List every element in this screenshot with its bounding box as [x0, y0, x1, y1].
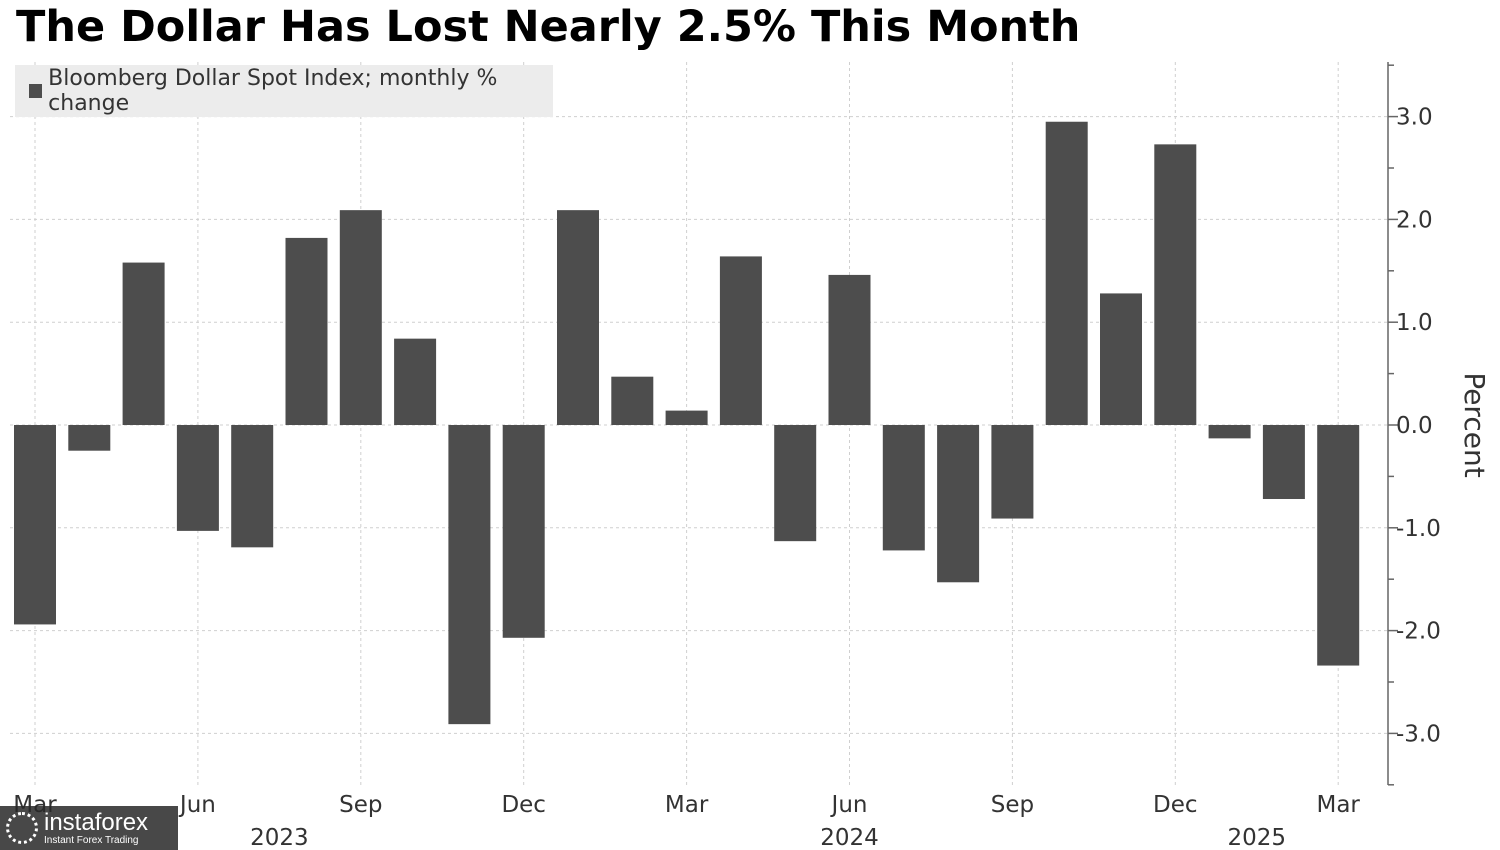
y-tick-label: 1.0: [1396, 310, 1433, 336]
x-year-label: 2024: [820, 825, 879, 850]
x-year-label: 2023: [250, 825, 309, 850]
y-tick-label: -1.0: [1396, 516, 1441, 542]
bar: [991, 425, 1034, 519]
bar: [394, 338, 437, 425]
y-tick-label: 2.0: [1396, 207, 1433, 233]
y-tick-label: 3.0: [1396, 105, 1433, 131]
bar: [285, 237, 328, 425]
bar: [882, 425, 925, 551]
x-tick-label: Dec: [1153, 792, 1198, 818]
x-year-label: 2025: [1227, 825, 1286, 850]
y-axis-label: Percent: [1458, 372, 1491, 477]
bar: [828, 274, 871, 425]
bar: [611, 376, 654, 425]
bar: [176, 425, 219, 531]
bar: [1317, 425, 1360, 666]
legend: Bloomberg Dollar Spot Index; monthly % c…: [15, 65, 553, 117]
bar: [719, 256, 762, 425]
watermark: instaforex Instant Forex Trading: [0, 806, 178, 850]
bar: [339, 210, 382, 425]
chart-title: The Dollar Has Lost Nearly 2.5% This Mon…: [16, 2, 1081, 52]
y-tick-label: -2.0: [1396, 619, 1441, 645]
y-tick-label: -3.0: [1396, 721, 1441, 747]
x-tick-label: Sep: [339, 792, 382, 818]
legend-label: Bloomberg Dollar Spot Index; monthly % c…: [48, 66, 498, 116]
watermark-tagline: Instant Forex Trading: [44, 834, 139, 846]
x-tick-label: Jun: [178, 792, 216, 818]
bar: [231, 425, 274, 548]
bar: [1154, 144, 1197, 425]
bar: [1208, 425, 1251, 439]
x-tick-label: Mar: [1316, 792, 1360, 818]
watermark-name: instaforex: [44, 808, 149, 836]
bar: [665, 410, 708, 425]
x-tick-label: Dec: [501, 792, 546, 818]
bar: [122, 262, 165, 425]
bar: [557, 210, 599, 425]
legend-swatch: [29, 84, 43, 98]
bar: [448, 425, 491, 725]
bar: [1045, 121, 1088, 426]
bar: [1262, 425, 1305, 500]
bar: [502, 425, 545, 638]
x-tick-label: Sep: [991, 792, 1034, 818]
bar: [937, 425, 980, 583]
instaforex-logo-icon: [6, 812, 38, 844]
bar: [68, 425, 111, 451]
x-tick-label: Jun: [830, 792, 868, 818]
bar: [1100, 293, 1142, 425]
bar: [774, 425, 817, 542]
bar: [14, 425, 56, 625]
y-tick-label: 0.0: [1396, 413, 1433, 439]
x-tick-label: Mar: [665, 792, 709, 818]
